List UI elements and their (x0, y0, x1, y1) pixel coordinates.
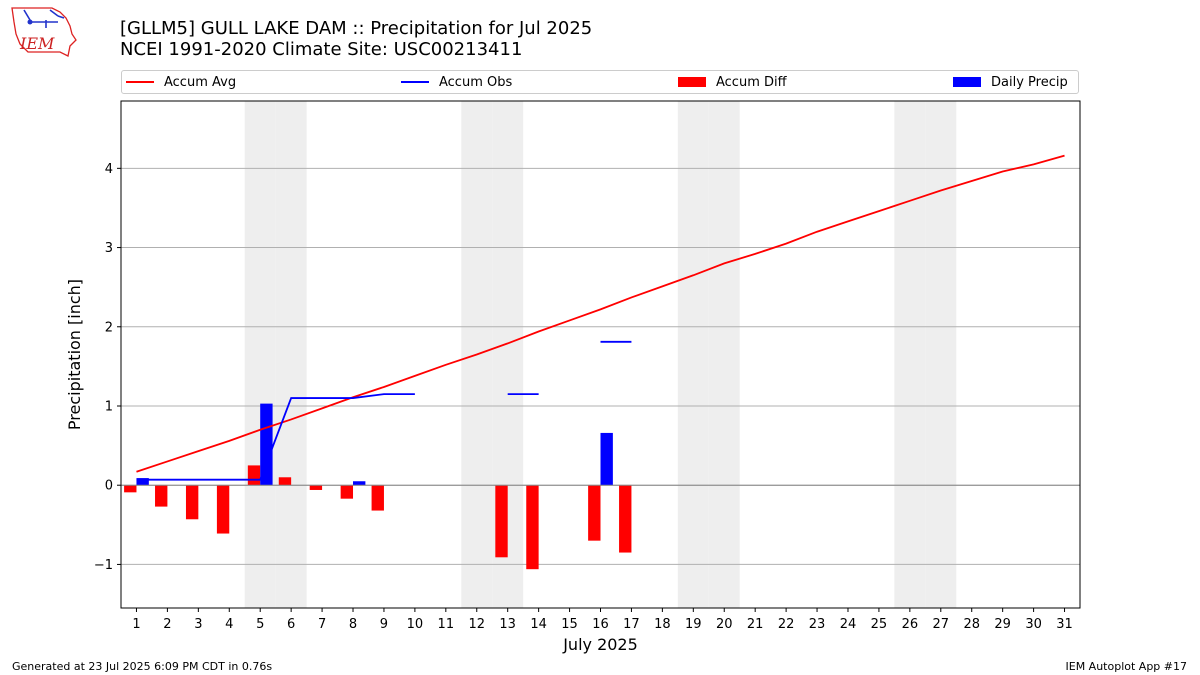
x-tick-label: 29 (994, 617, 1011, 632)
daily-precip-bar (260, 403, 273, 486)
x-tick-label: 19 (685, 617, 702, 632)
y-tick-label: 2 (105, 320, 113, 335)
x-tick-label: 10 (407, 617, 424, 632)
y-axis-label: Precipitation [inch] (65, 279, 84, 430)
accum-diff-bar (278, 477, 292, 486)
y-tick-label: −1 (94, 558, 113, 573)
y-tick-label: 0 (105, 479, 113, 494)
legend-label-daily-precip: Daily Precip (991, 74, 1068, 90)
legend-item-daily-precip: Daily Precip (953, 71, 1068, 93)
x-tick-label: 24 (840, 617, 857, 632)
chart-legend: Accum Avg Accum Obs Accum Diff Daily Pre… (121, 70, 1079, 94)
legend-label-accum-diff: Accum Diff (716, 74, 787, 90)
state-outline-icon (11, 7, 77, 57)
weekend-shade (925, 101, 957, 608)
accum-diff-bar (216, 485, 230, 534)
legend-item-accum-obs: Accum Obs (401, 71, 512, 93)
daily-precip-bar (600, 432, 613, 486)
x-tick-label: 28 (963, 617, 980, 632)
y-tick-label: 3 (105, 241, 113, 256)
accum-diff-bar (309, 485, 323, 490)
x-tick-label: 2 (163, 617, 171, 632)
x-tick-label: 14 (530, 617, 547, 632)
weekend-shade (275, 101, 307, 608)
legend-item-accum-avg: Accum Avg (126, 71, 236, 93)
x-tick-label: 3 (194, 617, 202, 632)
x-tick-label: 12 (468, 617, 485, 632)
accum-diff-bar (155, 485, 168, 507)
x-tick-label: 8 (349, 617, 357, 632)
accum-diff-bar (247, 465, 261, 486)
weekend-shade (244, 101, 276, 608)
x-tick-label: 26 (902, 617, 919, 632)
footer-app: IEM Autoplot App #17 (1065, 660, 1188, 673)
x-tick-label: 7 (318, 617, 326, 632)
x-tick-label: 17 (623, 617, 640, 632)
legend-label-accum-obs: Accum Obs (439, 74, 513, 90)
x-tick-label: 6 (287, 617, 295, 632)
x-tick-label: 20 (716, 617, 733, 632)
accum-diff-bar (185, 485, 199, 520)
legend-label-accum-avg: Accum Avg (164, 74, 237, 90)
daily-precip-bar (353, 481, 366, 486)
footer-generated: Generated at 23 Jul 2025 6:09 PM CDT in … (12, 660, 273, 673)
accum-avg-line (136, 154, 1065, 473)
x-tick-label: 31 (1056, 617, 1073, 632)
x-tick-label: 13 (499, 617, 516, 632)
x-tick-label: 23 (809, 617, 826, 632)
x-tick-label: 30 (1025, 617, 1042, 632)
x-tick-label: 5 (256, 617, 264, 632)
x-axis-label: July 2025 (562, 635, 638, 654)
chart-title-line1: [GLLM5] GULL LAKE DAM :: Precipitation f… (120, 18, 593, 39)
accum-diff-bar (495, 485, 508, 558)
legend-swatch-accum-obs (401, 81, 429, 83)
x-tick-label: 25 (871, 617, 888, 632)
daily-precip-bar (136, 478, 149, 486)
weekend-shade (894, 101, 926, 608)
weather-station-icon (23, 9, 65, 28)
x-tick-label: 9 (380, 617, 388, 632)
x-tick-label: 1 (132, 617, 140, 632)
accum-diff-bar (340, 485, 354, 499)
x-tick-label: 15 (561, 617, 578, 632)
plot-frame (120, 100, 1081, 609)
accum-diff-bar (588, 485, 601, 541)
x-tick-label: 27 (933, 617, 950, 632)
chart-title: [GLLM5] GULL LAKE DAM :: Precipitation f… (120, 18, 592, 60)
y-tick-label: 1 (105, 399, 113, 414)
accum-diff-bar (371, 485, 384, 511)
y-tick-label: 4 (105, 162, 113, 177)
legend-swatch-daily-precip (953, 77, 981, 87)
accum-obs-line (136, 393, 415, 481)
x-tick-label: 16 (592, 617, 609, 632)
iem-logo: IEM (11, 7, 77, 57)
x-tick-label: 21 (747, 617, 764, 632)
weekend-shade (677, 101, 709, 608)
accum-diff-bar (619, 485, 632, 553)
x-tick-label: 18 (654, 617, 671, 632)
x-tick-label: 4 (225, 617, 233, 632)
legend-item-accum-diff: Accum Diff (678, 71, 787, 93)
x-tick-label: 11 (438, 617, 455, 632)
legend-swatch-accum-diff (678, 77, 706, 87)
accum-diff-bar (124, 485, 137, 493)
weekend-shade (708, 101, 740, 608)
chart-title-line2: NCEI 1991-2020 Climate Site: USC00213411 (120, 39, 523, 60)
x-tick-label: 22 (778, 617, 795, 632)
logo-text: IEM (19, 34, 55, 53)
accum-diff-bar (526, 485, 539, 570)
legend-swatch-accum-avg (126, 81, 154, 83)
